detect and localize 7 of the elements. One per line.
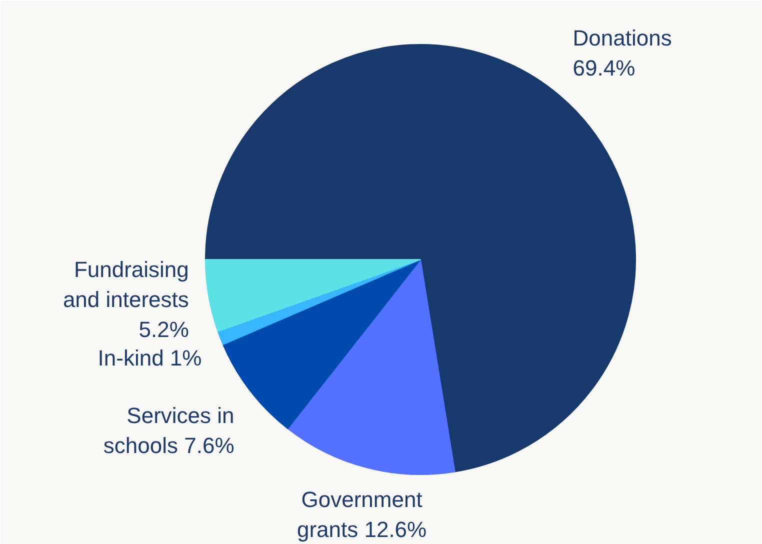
slice-label: In-kind 1% [98, 345, 202, 370]
data-label: 69.4% [572, 56, 636, 81]
slice-label: Donations [572, 26, 672, 51]
data-label: 5.2% [138, 316, 189, 342]
slice-label: Services in schools 7.6% [103, 402, 234, 458]
slice-label: Fundraising and interests [62, 256, 189, 312]
slice-label: Government grants 12.6% [296, 487, 427, 542]
